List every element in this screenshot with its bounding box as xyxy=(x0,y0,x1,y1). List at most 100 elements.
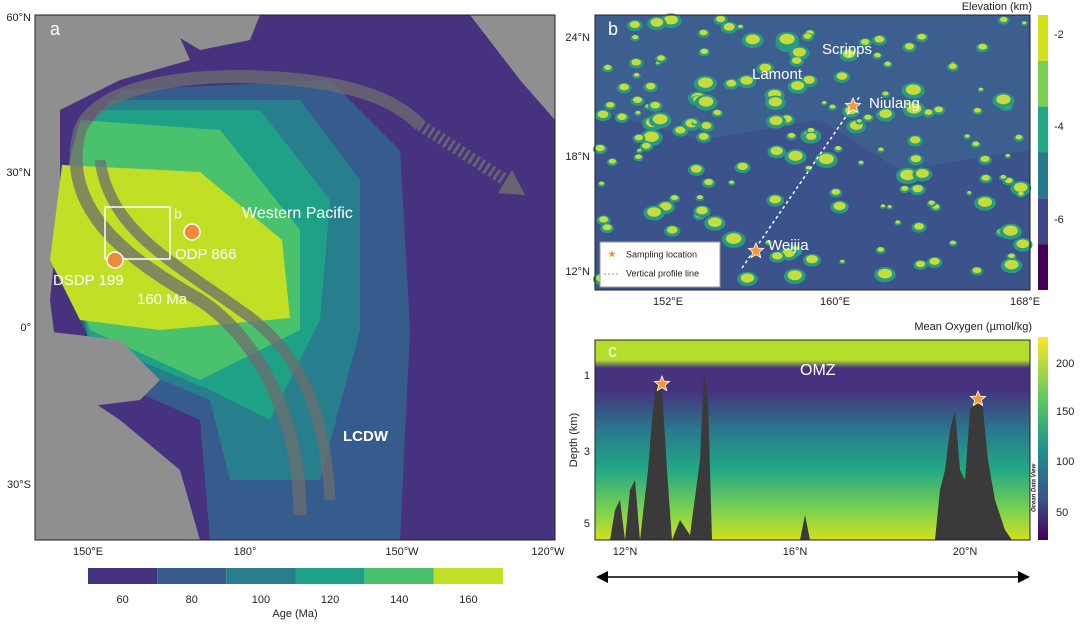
land xyxy=(170,15,260,50)
seamount xyxy=(1005,153,1010,157)
seamount xyxy=(698,96,714,107)
seamount xyxy=(726,79,737,87)
seamount xyxy=(647,207,662,217)
seamount xyxy=(634,134,644,141)
seamount xyxy=(874,35,885,43)
seamount xyxy=(635,110,641,115)
colorbar-segment xyxy=(1038,198,1048,245)
sampling-star xyxy=(606,247,618,259)
colorbar-tick: 100 xyxy=(1056,456,1074,468)
panel-label: a xyxy=(50,19,61,39)
seamount xyxy=(637,148,642,152)
seamount xyxy=(698,133,709,140)
arrow-head xyxy=(1018,571,1030,583)
seamount xyxy=(768,97,783,107)
seamount xyxy=(1022,21,1027,25)
seamount xyxy=(833,201,846,211)
seamount xyxy=(650,18,664,27)
legend-label: Vertical profile line xyxy=(626,268,699,278)
seamount xyxy=(701,122,712,129)
seamount xyxy=(641,142,651,149)
seamount xyxy=(807,127,815,133)
seamount xyxy=(769,116,783,126)
colorbar xyxy=(1038,337,1048,540)
seamount xyxy=(697,77,713,88)
seamount xyxy=(978,87,984,91)
seamount xyxy=(806,255,818,264)
annotation: 160 Ma xyxy=(137,291,188,308)
seamount xyxy=(831,188,841,195)
seamount xyxy=(707,217,722,227)
depth-label: 1 xyxy=(584,370,590,382)
lat-label: 12°N xyxy=(613,546,638,558)
seamount xyxy=(882,91,889,96)
colorbar-segment xyxy=(1038,15,1048,61)
seamount xyxy=(788,150,803,161)
colorbar-tick: 80 xyxy=(186,594,198,606)
seamount xyxy=(726,233,742,244)
lat-label: 18°N xyxy=(565,151,590,163)
seamount xyxy=(788,132,796,138)
seamount xyxy=(666,226,678,234)
colorbar-tick: 150 xyxy=(1056,406,1074,418)
seamount xyxy=(716,15,726,23)
annotation: Western Pacific xyxy=(242,205,353,222)
seamount xyxy=(914,222,924,230)
seamount xyxy=(713,109,722,116)
colorbar-tick: 140 xyxy=(390,594,408,606)
site-marker xyxy=(106,251,124,269)
depth-label: 5 xyxy=(584,518,590,530)
seamount xyxy=(964,134,970,138)
colorbar-title: Age (Ma) xyxy=(272,608,317,620)
seamount xyxy=(905,102,911,106)
seamount xyxy=(632,35,639,40)
seamount xyxy=(597,110,609,119)
colorbar-tick: -2 xyxy=(1054,29,1064,41)
seamount xyxy=(740,76,753,85)
colorbar-segment xyxy=(88,568,158,584)
seamount xyxy=(770,146,783,156)
sampling-star xyxy=(969,389,987,407)
seamount xyxy=(967,191,972,194)
frame xyxy=(594,14,1031,291)
seamount xyxy=(779,33,795,45)
seamount xyxy=(650,101,661,109)
annotation: ODP 866 xyxy=(175,246,236,263)
land xyxy=(470,15,555,120)
seamount xyxy=(900,169,916,181)
site-label: Weijia xyxy=(768,237,809,254)
colorbar-segment xyxy=(226,568,296,584)
study-box xyxy=(104,206,171,260)
seamount xyxy=(929,257,940,265)
map-b: Sampling location Vertical profile line 24… xyxy=(565,13,1064,308)
colorbar-segment xyxy=(1038,106,1048,153)
lon-label: 150°E xyxy=(73,546,103,558)
seamount xyxy=(792,47,806,57)
bathymetry xyxy=(610,370,1012,540)
site-marker xyxy=(183,223,201,241)
seamount xyxy=(692,120,698,124)
seamount xyxy=(836,72,848,80)
seamount xyxy=(765,240,771,244)
seamount xyxy=(791,81,805,91)
colorbar-segment xyxy=(1038,152,1048,199)
seamount xyxy=(1003,225,1018,236)
seamount xyxy=(738,24,743,28)
colorbar-tick: 160 xyxy=(459,594,477,606)
seamount xyxy=(840,259,845,263)
seamount xyxy=(740,273,755,283)
seamount xyxy=(769,195,781,204)
lat-label: 30°S xyxy=(7,479,31,491)
seamount xyxy=(633,72,640,77)
colorbar-tick: 120 xyxy=(321,594,339,606)
seamount xyxy=(631,58,641,66)
seamount xyxy=(981,174,991,181)
seamount xyxy=(884,61,891,66)
seamount xyxy=(934,106,943,113)
seamount xyxy=(1000,174,1007,179)
seamount xyxy=(887,205,892,208)
panel-label: b xyxy=(608,19,618,39)
lon-label: 160°E xyxy=(820,296,850,308)
seamount xyxy=(978,43,987,50)
